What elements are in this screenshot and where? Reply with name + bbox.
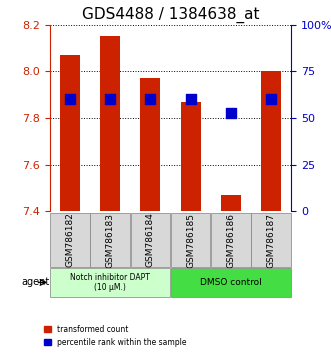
Bar <box>180 102 201 211</box>
FancyBboxPatch shape <box>171 213 210 268</box>
FancyBboxPatch shape <box>171 268 291 297</box>
Bar <box>221 195 241 211</box>
Text: GSM786186: GSM786186 <box>226 212 235 268</box>
Bar <box>60 55 80 211</box>
Text: GSM786187: GSM786187 <box>267 212 276 268</box>
Legend: transformed count, percentile rank within the sample: transformed count, percentile rank withi… <box>44 325 187 347</box>
Text: Notch inhibitor DAPT
(10 μM.): Notch inhibitor DAPT (10 μM.) <box>70 273 150 292</box>
Text: DMSO control: DMSO control <box>200 278 262 287</box>
FancyBboxPatch shape <box>131 213 170 268</box>
Point <box>268 97 274 102</box>
FancyBboxPatch shape <box>211 213 251 268</box>
FancyBboxPatch shape <box>90 213 130 268</box>
FancyBboxPatch shape <box>50 213 89 268</box>
Title: GDS4488 / 1384638_at: GDS4488 / 1384638_at <box>82 7 259 23</box>
Point <box>67 97 72 102</box>
Text: agent: agent <box>22 278 50 287</box>
FancyBboxPatch shape <box>50 268 170 297</box>
Text: GSM786182: GSM786182 <box>65 213 74 268</box>
FancyBboxPatch shape <box>252 213 291 268</box>
Point <box>228 110 234 115</box>
Bar <box>140 79 161 211</box>
Text: GSM786185: GSM786185 <box>186 212 195 268</box>
Point <box>188 97 193 102</box>
Text: GSM786183: GSM786183 <box>106 212 115 268</box>
Text: GSM786184: GSM786184 <box>146 213 155 268</box>
Point <box>148 97 153 102</box>
Point <box>107 97 113 102</box>
Bar <box>261 72 281 211</box>
Bar <box>100 36 120 211</box>
